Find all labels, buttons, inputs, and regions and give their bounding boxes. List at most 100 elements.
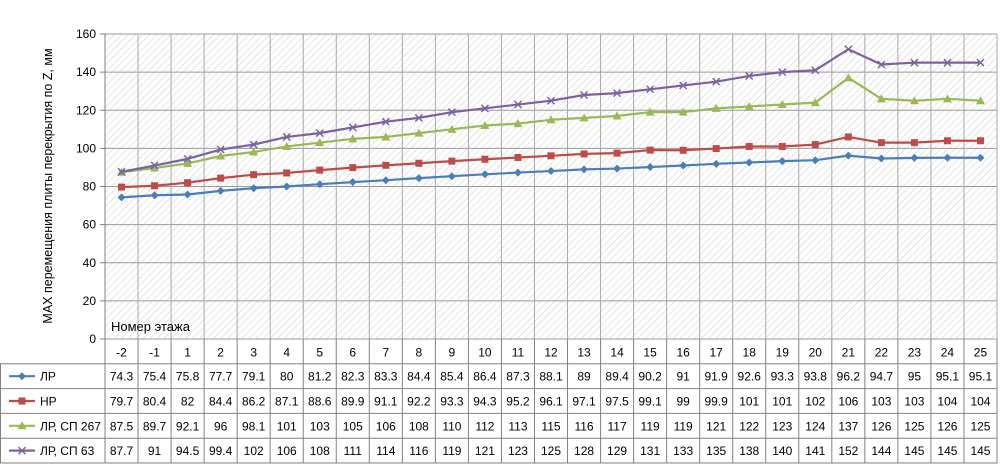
data-point [909, 96, 919, 105]
data-label: 91 [148, 444, 162, 458]
data-label: 97.5 [605, 395, 629, 409]
data-label: 93.3 [771, 370, 795, 384]
data-label: 110 [442, 419, 461, 433]
data-point [843, 73, 853, 82]
data-point [679, 161, 688, 170]
data-point-stroke [117, 167, 126, 176]
data-label: 145 [970, 444, 990, 458]
data-point [910, 139, 918, 147]
data-point [712, 145, 720, 153]
data-label: 126 [937, 419, 957, 433]
data-point-stroke [877, 60, 886, 69]
data-label: 99 [676, 395, 690, 409]
data-point [646, 163, 655, 172]
data-label: 113 [508, 419, 527, 433]
data-label: 90.2 [638, 370, 662, 384]
data-label: 121 [475, 444, 495, 458]
data-point [844, 133, 852, 141]
x-tick-label: -2 [116, 345, 127, 359]
data-point [712, 159, 721, 168]
data-point [579, 113, 589, 122]
data-point [315, 129, 324, 138]
series-2 [118, 133, 984, 191]
data-point [547, 167, 555, 176]
data-point [17, 446, 27, 455]
y-tick-label: 60 [83, 218, 97, 232]
data-point [216, 145, 225, 154]
data-point [811, 66, 820, 75]
x-tick-label: 12 [544, 345, 558, 359]
data-label: 99.4 [209, 444, 233, 458]
data-point [348, 178, 357, 187]
data-label: 75.8 [176, 370, 200, 384]
data-label: 91.9 [705, 370, 729, 384]
data-label: 92.6 [738, 370, 762, 384]
data-label: 114 [376, 444, 395, 458]
data-label: 129 [607, 444, 627, 458]
data-point [942, 94, 952, 103]
data-point-stroke [348, 123, 357, 132]
data-label: 79.7 [110, 395, 134, 409]
data-point [117, 193, 126, 202]
data-label: 112 [475, 419, 494, 433]
data-point [745, 158, 754, 167]
x-tick-label: 24 [941, 345, 955, 359]
data-label: 93.3 [440, 395, 464, 409]
data-label: 86.4 [473, 370, 497, 384]
data-point [282, 182, 291, 191]
y-tick-label: 160 [76, 27, 96, 41]
data-label: 145 [937, 444, 957, 458]
y-tick-label: 80 [83, 180, 97, 194]
data-label: 87.5 [110, 419, 134, 433]
data-label: 138 [739, 444, 759, 458]
data-point [18, 397, 26, 405]
data-point-stroke [480, 104, 489, 113]
data-label: 116 [574, 419, 593, 433]
legend-label: ЛР [40, 370, 56, 384]
data-label: 95.1 [969, 370, 993, 384]
data-label: 80.4 [143, 395, 167, 409]
data-point [580, 150, 588, 158]
data-point [943, 58, 952, 67]
data-point [943, 153, 952, 162]
data-label: 131 [640, 444, 660, 458]
data-point-stroke [17, 446, 27, 455]
data-label: 89.4 [605, 370, 629, 384]
data-label: 135 [706, 444, 726, 458]
x-tick-label: 22 [875, 345, 889, 359]
data-point [250, 171, 258, 179]
data-label: 145 [904, 444, 924, 458]
data-label: 106 [838, 395, 858, 409]
data-point [316, 166, 324, 174]
legend-key-2 [9, 397, 35, 405]
data-label: 104 [937, 395, 957, 409]
series-group [117, 45, 985, 202]
data-point [150, 163, 160, 172]
data-point [547, 152, 555, 160]
data-point [18, 372, 26, 381]
data-point [513, 168, 522, 177]
data-label: 96.1 [539, 395, 563, 409]
data-point [118, 183, 126, 191]
data-point [381, 132, 391, 141]
data-label: 108 [310, 444, 330, 458]
data-label: 82.3 [341, 370, 365, 384]
data-point [613, 149, 621, 157]
data-label: 106 [376, 419, 396, 433]
data-label: 77.7 [209, 370, 233, 384]
data-label: 89 [577, 370, 591, 384]
data-point-stroke [150, 161, 159, 170]
data-label: 99.9 [705, 395, 729, 409]
data-point [348, 134, 358, 143]
data-point-stroke [183, 154, 192, 163]
data-point [844, 45, 853, 54]
data-point-stroke [381, 117, 390, 126]
data-point [480, 104, 489, 113]
y-tick-label: 20 [83, 294, 97, 308]
data-label: 99.1 [638, 395, 662, 409]
x-tick-label: 1 [184, 345, 191, 359]
y-axis-label: MAX перемещения плиты перекрытия по Z, м… [41, 48, 55, 323]
data-point [117, 167, 126, 176]
y-tick-label: 0 [89, 332, 96, 346]
data-point [877, 154, 886, 163]
